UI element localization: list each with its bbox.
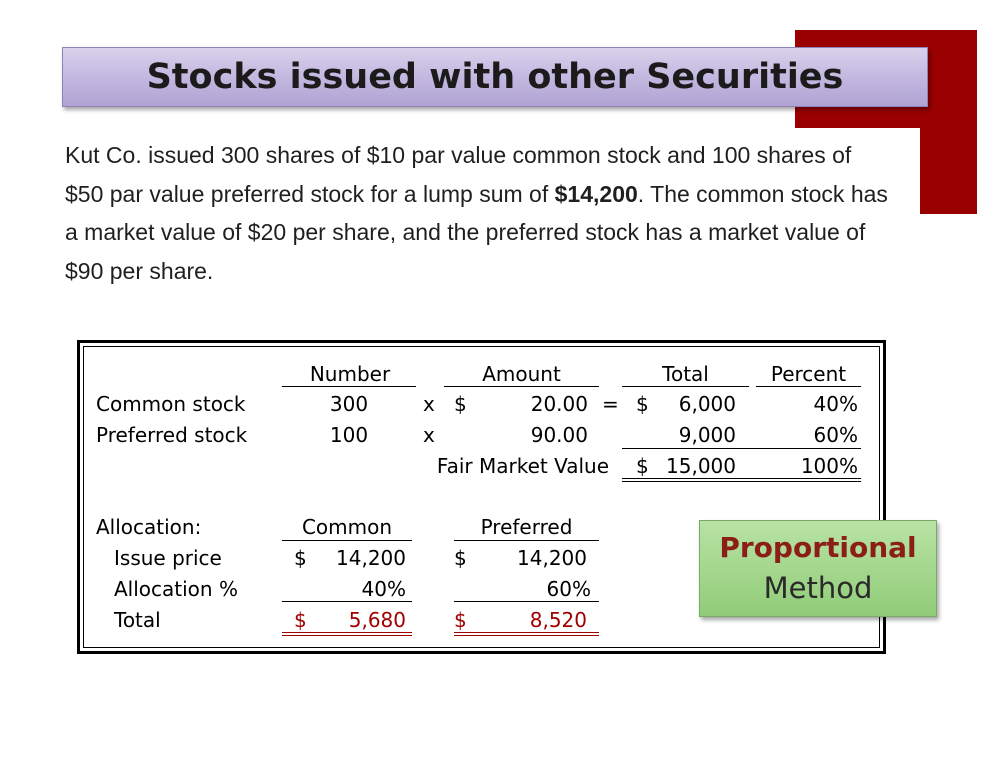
issue-price-preferred: 14,200: [517, 546, 587, 570]
row-op-preferred: x: [423, 423, 435, 447]
row-number-preferred: 100: [329, 423, 369, 447]
fmv-label: Fair Market Value: [436, 454, 609, 478]
header-total: Total: [662, 362, 709, 386]
row-total-common: 6,000: [678, 392, 736, 416]
row-percent-preferred: 60%: [813, 423, 858, 447]
header-rule-amount: [444, 386, 599, 387]
row-label-common: Common stock: [96, 392, 246, 416]
subtotal-rule: [622, 448, 861, 449]
issue-price-preferred-dollar: $: [454, 546, 467, 570]
row-total-preferred: 9,000: [678, 423, 736, 447]
allocation-total-common-dollar: $: [294, 608, 307, 632]
allocation-total-preferred-dollar: $: [454, 608, 467, 632]
alloc-sum-rule-common: [282, 601, 412, 602]
total-double-rule-common-1: [282, 632, 412, 633]
header-number: Number: [309, 362, 391, 386]
allocation-total-label: Total: [114, 608, 161, 632]
row-label-preferred: Preferred stock: [96, 423, 248, 447]
header-amount: Amount: [482, 362, 561, 386]
issue-price-label: Issue price: [114, 546, 222, 570]
problem-text-part2: . The common stock has a market value of…: [65, 180, 888, 284]
row-total-dollar-common: $: [636, 392, 649, 416]
header-percent: Percent: [770, 362, 847, 386]
title-banner: Stocks issued with other Securities: [62, 47, 928, 107]
fmv-percent: 100%: [800, 454, 858, 478]
header-rule-percent: [756, 386, 861, 387]
fmv-double-rule-1: [622, 478, 861, 479]
accent-corner-side: [920, 30, 977, 214]
row-op-common: x: [423, 392, 435, 416]
fmv-dollar: $: [636, 454, 649, 478]
row-amount-common: 20.00: [530, 392, 588, 416]
row-percent-common: 40%: [813, 392, 858, 416]
callout-subtitle: Method: [763, 571, 873, 605]
row-number-common: 300: [329, 392, 369, 416]
fmv-total: 15,000: [666, 454, 736, 478]
allocation-total-preferred: 8,520: [529, 608, 587, 632]
allocation-total-common: 5,680: [348, 608, 406, 632]
header-rule-number: [282, 386, 416, 387]
problem-statement: Kut Co. issued 300 shares of $10 par val…: [65, 136, 895, 290]
allocation-table-inner-border: Number Amount Total Percent Common stock…: [83, 346, 880, 648]
alloc-header-common: Common: [301, 515, 393, 539]
allocation-pct-common: 40%: [361, 577, 406, 601]
row-amount-preferred: 90.00: [530, 423, 588, 447]
issue-price-common: 14,200: [336, 546, 406, 570]
fmv-double-rule-2: [622, 481, 861, 482]
allocation-pct-preferred: 60%: [546, 577, 591, 601]
alloc-header-rule-preferred: [454, 540, 599, 541]
lump-sum-amount: $14,200: [554, 180, 638, 207]
alloc-header-preferred: Preferred: [480, 515, 573, 539]
problem-text-part1: Kut Co. issued 300 shares of $10 par val…: [65, 142, 852, 207]
allocation-label: Allocation:: [96, 515, 202, 539]
row-equals-common: =: [602, 392, 619, 416]
allocation-pct-label: Allocation %: [114, 577, 238, 601]
total-double-rule-common-2: [282, 635, 412, 636]
alloc-header-rule-common: [282, 540, 412, 541]
alloc-sum-rule-preferred: [454, 601, 599, 602]
slide-title: Stocks issued with other Securities: [146, 57, 844, 97]
proportional-method-callout: Proportional Method: [699, 520, 937, 617]
total-double-rule-preferred-2: [454, 635, 599, 636]
callout-title: Proportional: [719, 531, 917, 564]
header-rule-total: [622, 386, 749, 387]
issue-price-common-dollar: $: [294, 546, 307, 570]
total-double-rule-preferred-1: [454, 632, 599, 633]
row-amount-dollar-common: $: [454, 392, 467, 416]
allocation-table: Number Amount Total Percent Common stock…: [77, 340, 886, 654]
